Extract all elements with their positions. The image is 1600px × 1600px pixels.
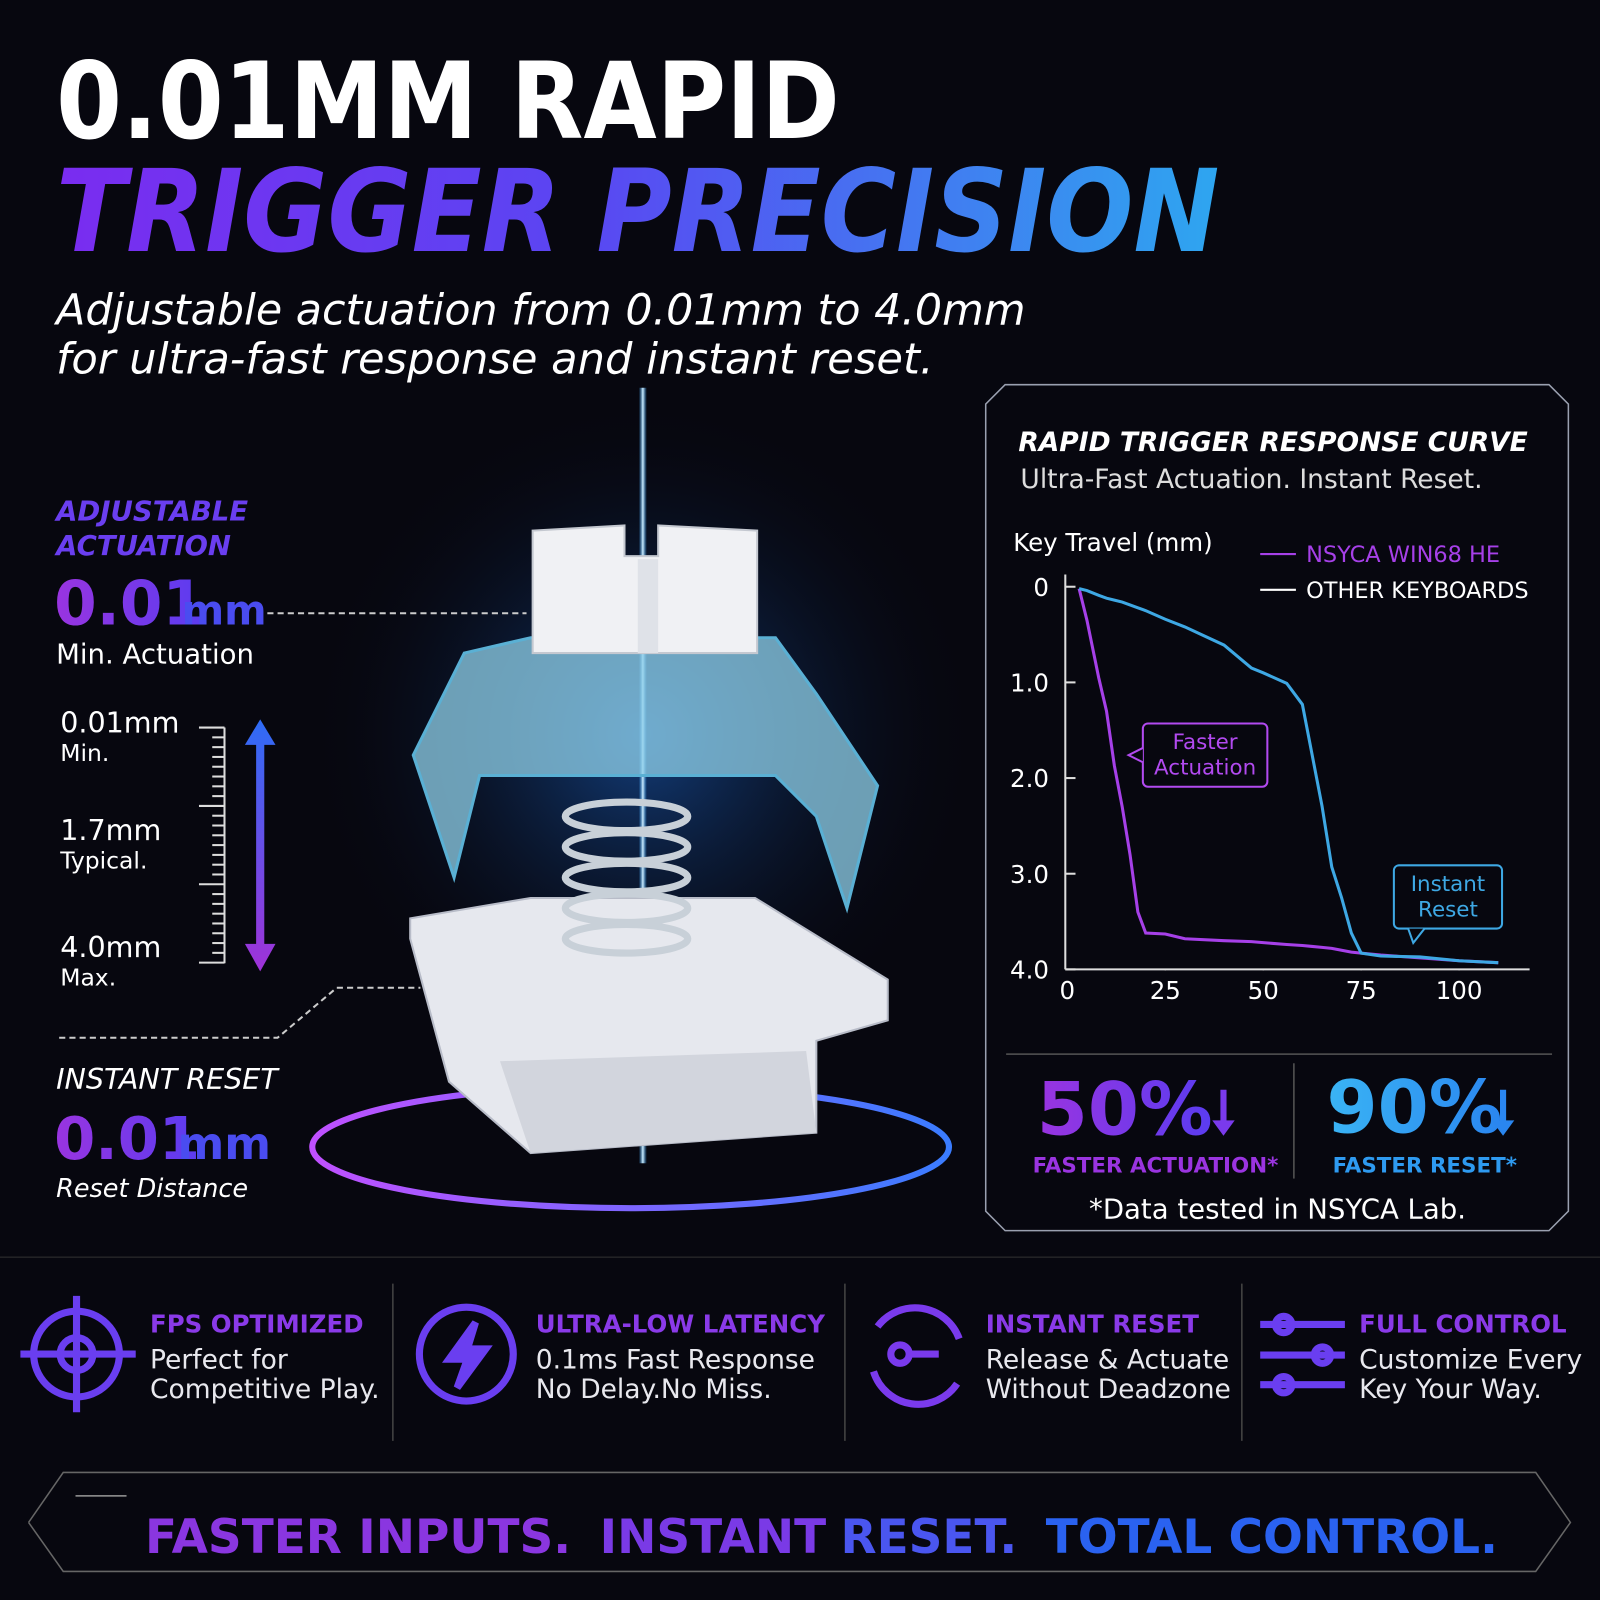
title-line-2: TRIGGER PRECISION xyxy=(56,145,1219,278)
y-tick-label: 4.0 xyxy=(1010,956,1049,985)
callout-tip xyxy=(1407,927,1426,945)
switch-illustration xyxy=(306,387,980,1212)
x-tick-label: 0 xyxy=(1060,976,1076,1005)
subtitle-line-1: Adjustable actuation from 0.01mm to 4.0m… xyxy=(53,285,1025,335)
feature-text: Release & Actuate xyxy=(986,1344,1230,1375)
legend-label: NSYCA WIN68 HE xyxy=(1306,542,1500,568)
leader-line xyxy=(59,986,421,1039)
feature-text: 0.1ms Fast Response xyxy=(536,1344,815,1375)
feature-icons xyxy=(20,1295,1345,1413)
tagline-part: INSTANT xyxy=(600,1510,826,1565)
scale-value: 1.7mm xyxy=(60,813,161,847)
feature-title: ULTRA-LOW LATENCY xyxy=(536,1310,826,1339)
down-arrow xyxy=(1491,1089,1515,1136)
feature-text: No Delay.No Miss. xyxy=(536,1374,772,1405)
actuation-caption: Min. Actuation xyxy=(56,638,254,670)
reset-caption: Reset Distance xyxy=(56,1174,248,1204)
ruler xyxy=(198,726,226,964)
scale-label: Typical. xyxy=(59,846,147,874)
actuation-label: ADJUSTABLE xyxy=(54,495,248,527)
reset-title: INSTANT RESET xyxy=(56,1062,280,1096)
feature-text: Competitive Play. xyxy=(150,1374,380,1405)
tagline-part: RESET. xyxy=(840,1510,1017,1565)
feature-text: Key Your Way. xyxy=(1359,1374,1542,1405)
stat-label: FASTER RESET* xyxy=(1333,1153,1517,1178)
stat-value: 50% xyxy=(1037,1068,1213,1153)
callout-text: Reset xyxy=(1418,897,1478,922)
plot: 0 1.0 2.0 3.0 4.0 0 25 50 75 100 NSYCA WIN68 HE OTH… xyxy=(1010,542,1530,1005)
stat-value: 90% xyxy=(1327,1066,1503,1151)
panel-subtitle: Ultra-Fast Actuation. Instant Reset. xyxy=(1020,464,1482,495)
x-tick-label: 75 xyxy=(1346,976,1377,1005)
footer-frame xyxy=(27,1471,1572,1573)
feature-text: Customize Every xyxy=(1359,1344,1582,1375)
scale-label: Min. xyxy=(60,739,109,767)
chart-panel xyxy=(984,383,1570,1232)
feature-dividers xyxy=(392,1283,1243,1441)
callout-tip xyxy=(1126,747,1144,764)
y-axis-label: Key Travel (mm) xyxy=(1013,528,1212,557)
panel-note: *Data tested in NSYCA Lab. xyxy=(1089,1193,1466,1225)
title-line-1: 0.01MM RAPID xyxy=(56,40,840,164)
feature-title: FPS OPTIMIZED xyxy=(150,1310,364,1339)
tagline-part: TOTAL CONTROL. xyxy=(1046,1510,1498,1565)
x-tick-label: 100 xyxy=(1436,976,1483,1005)
x-tick-label: 50 xyxy=(1248,976,1279,1005)
feature-title: FULL CONTROL xyxy=(1359,1310,1566,1339)
reset-unit: mm xyxy=(178,1117,272,1170)
y-tick-label: 2.0 xyxy=(1010,764,1049,793)
tagline-part: FASTER INPUTS. xyxy=(145,1510,571,1565)
callout-box xyxy=(1392,864,1504,930)
x-tick-label: 25 xyxy=(1150,976,1181,1005)
actuation-unit: mm xyxy=(182,586,267,634)
callout-text: Faster xyxy=(1173,730,1238,755)
y-tick-label: 1.0 xyxy=(1010,669,1049,698)
actuation-label: ACTUATION xyxy=(54,530,231,562)
panel-title: RAPID TRIGGER RESPONSE CURVE xyxy=(1018,427,1527,458)
reset-value: 0.01 xyxy=(54,1104,200,1173)
range-arrow xyxy=(244,719,276,972)
callout-text: Instant xyxy=(1411,872,1486,897)
y-tick-label: 0 xyxy=(1033,573,1049,602)
callout-text: Actuation xyxy=(1154,755,1256,780)
subtitle-line-2: for ultra-fast response and instant rese… xyxy=(56,334,934,384)
y-tick-label: 3.0 xyxy=(1010,860,1049,889)
scale-label: Max. xyxy=(60,964,116,992)
feature-title: INSTANT RESET xyxy=(986,1310,1200,1339)
scale-value: 4.0mm xyxy=(60,930,161,964)
scale-value: 0.01mm xyxy=(60,706,179,740)
feature-text: Perfect for xyxy=(150,1344,288,1375)
stat-label: FASTER ACTUATION* xyxy=(1033,1153,1279,1178)
series-line xyxy=(1078,587,1499,965)
legend-label: OTHER KEYBOARDS xyxy=(1306,578,1528,604)
feature-text: Without Deadzone xyxy=(986,1374,1231,1405)
actuation-value: 0.01 xyxy=(54,568,205,639)
down-arrow xyxy=(1212,1089,1235,1136)
tagline: FASTER INPUTS. INSTANT RESET. TOTAL CONTROL… xyxy=(145,1510,1498,1565)
